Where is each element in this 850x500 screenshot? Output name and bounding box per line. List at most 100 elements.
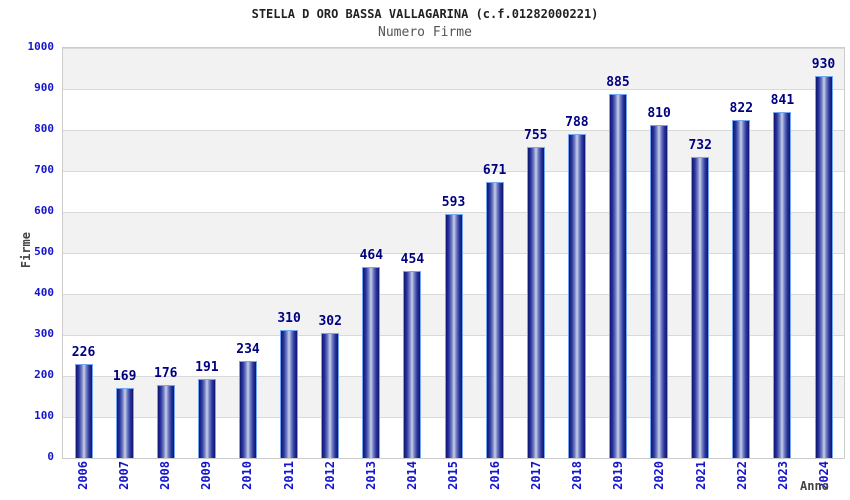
bar-value-label: 930 — [811, 56, 836, 72]
x-tick-label: 2006 — [75, 461, 90, 490]
bar — [526, 147, 545, 458]
bar-slot: 732 — [680, 48, 721, 458]
x-tick-slot: 2018 — [556, 461, 597, 499]
bar-slot: 302 — [310, 48, 351, 458]
bar-value-label: 755 — [524, 128, 548, 144]
bar — [691, 156, 710, 458]
bar-slot: 191 — [186, 48, 227, 458]
y-tick-label: 700 — [34, 163, 54, 176]
bar-value-label: 810 — [647, 105, 671, 121]
bar-value-label: 226 — [71, 345, 96, 361]
bar-value-label: 234 — [236, 342, 260, 358]
bar-slot: 310 — [269, 48, 310, 458]
bar — [238, 361, 257, 458]
bar — [732, 120, 751, 458]
bar-slot: 464 — [351, 48, 392, 458]
x-tick-label: 2008 — [158, 461, 172, 490]
x-tick-label: 2007 — [116, 461, 131, 490]
x-tick-label: 2017 — [528, 461, 543, 490]
x-axis-label: Anno — [800, 479, 829, 493]
y-tick-label: 500 — [34, 245, 54, 258]
x-tick-slot: 2006 — [62, 461, 103, 499]
plot-area: 226 169 176 191 234 310 302 464 454 593 671 755 788 8… — [62, 47, 845, 459]
x-tick-label: 2019 — [611, 461, 626, 490]
x-tick-label: 2012 — [322, 461, 337, 490]
bar-value-label: 464 — [359, 247, 384, 263]
bar-slot: 454 — [392, 48, 433, 458]
bar-slot: 671 — [474, 48, 515, 458]
x-tick-slot: 2015 — [433, 461, 474, 499]
bar-slot: 226 — [63, 48, 104, 458]
y-tick-label: 900 — [34, 81, 54, 94]
x-axis-ticks: 2006 2007 2008 2009 2010 2011 2012 2013 2014 2015… — [62, 461, 845, 499]
bar-value-label: 593 — [441, 194, 466, 210]
bar-slot: 930 — [803, 48, 844, 458]
bar-value-label: 671 — [482, 162, 507, 178]
x-tick-label: 2021 — [693, 461, 708, 490]
y-tick-label: 0 — [47, 450, 54, 463]
x-tick-slot: 2009 — [186, 461, 227, 499]
x-tick-slot: 2012 — [309, 461, 350, 499]
x-tick-slot: 2008 — [144, 461, 185, 499]
bar — [608, 94, 627, 458]
y-tick-label: 800 — [34, 122, 54, 135]
chart-title: STELLA D ORO BASSA VALLAGARINA (c.f.0128… — [251, 7, 599, 21]
x-tick-slot: 2022 — [721, 461, 762, 499]
bar — [156, 384, 175, 458]
x-tick-label: 2011 — [281, 461, 296, 490]
x-tick-slot: 2010 — [227, 461, 268, 499]
x-tick-label: 2014 — [405, 461, 420, 490]
x-tick-label: 2015 — [446, 461, 461, 490]
y-tick-label: 600 — [34, 204, 54, 217]
x-tick-label: 2023 — [776, 461, 791, 490]
bar — [321, 333, 340, 458]
bar — [74, 364, 93, 458]
bar-slot: 822 — [721, 48, 762, 458]
x-tick-slot: 2020 — [639, 461, 680, 499]
y-tick-label: 300 — [34, 327, 54, 340]
bar — [115, 387, 134, 458]
y-tick-label: 200 — [34, 368, 54, 381]
bar-value-label: 191 — [195, 359, 219, 375]
y-tick-label: 1000 — [27, 40, 55, 53]
x-tick-label: 2009 — [199, 461, 214, 490]
x-tick-label: 2018 — [570, 461, 585, 490]
bar-value-label: 169 — [112, 368, 137, 384]
x-tick-slot: 2014 — [392, 461, 433, 499]
x-tick-slot: 2007 — [103, 461, 144, 499]
x-tick-label: 2022 — [734, 461, 749, 490]
bar-slot: 788 — [556, 48, 597, 458]
bar — [567, 133, 586, 458]
bar — [280, 329, 299, 458]
y-tick-label: 400 — [34, 286, 54, 299]
bar-slot: 176 — [145, 48, 186, 458]
bar — [814, 75, 833, 458]
x-tick-slot: 2013 — [350, 461, 391, 499]
chart-subtitle: Numero Firme — [378, 25, 472, 40]
bar-slot: 755 — [515, 48, 556, 458]
x-tick-slot: 2023 — [762, 461, 803, 499]
x-tick-label: 2016 — [487, 461, 502, 490]
bar-slot: 885 — [597, 48, 638, 458]
x-tick-slot: 2011 — [268, 461, 309, 499]
bar — [650, 124, 669, 458]
bar-value-label: 822 — [729, 101, 754, 116]
bar — [485, 181, 504, 458]
bar-slot: 593 — [433, 48, 474, 458]
bar-value-label: 310 — [277, 310, 301, 326]
y-axis-label: Firme — [19, 232, 33, 269]
bar — [403, 270, 422, 458]
x-tick-label: 2020 — [652, 461, 667, 490]
x-tick-label: 2013 — [364, 461, 379, 490]
bar — [362, 266, 381, 458]
bar — [444, 213, 463, 458]
bar-slot: 234 — [227, 48, 268, 458]
x-tick-slot: 2016 — [474, 461, 515, 499]
bar-slot: 169 — [104, 48, 145, 458]
bar-value-label: 885 — [606, 75, 630, 91]
bar-slot: 810 — [639, 48, 680, 458]
bar-value-label: 454 — [400, 251, 425, 267]
bar-value-label: 732 — [688, 137, 712, 153]
x-tick-label: 2010 — [240, 461, 255, 490]
